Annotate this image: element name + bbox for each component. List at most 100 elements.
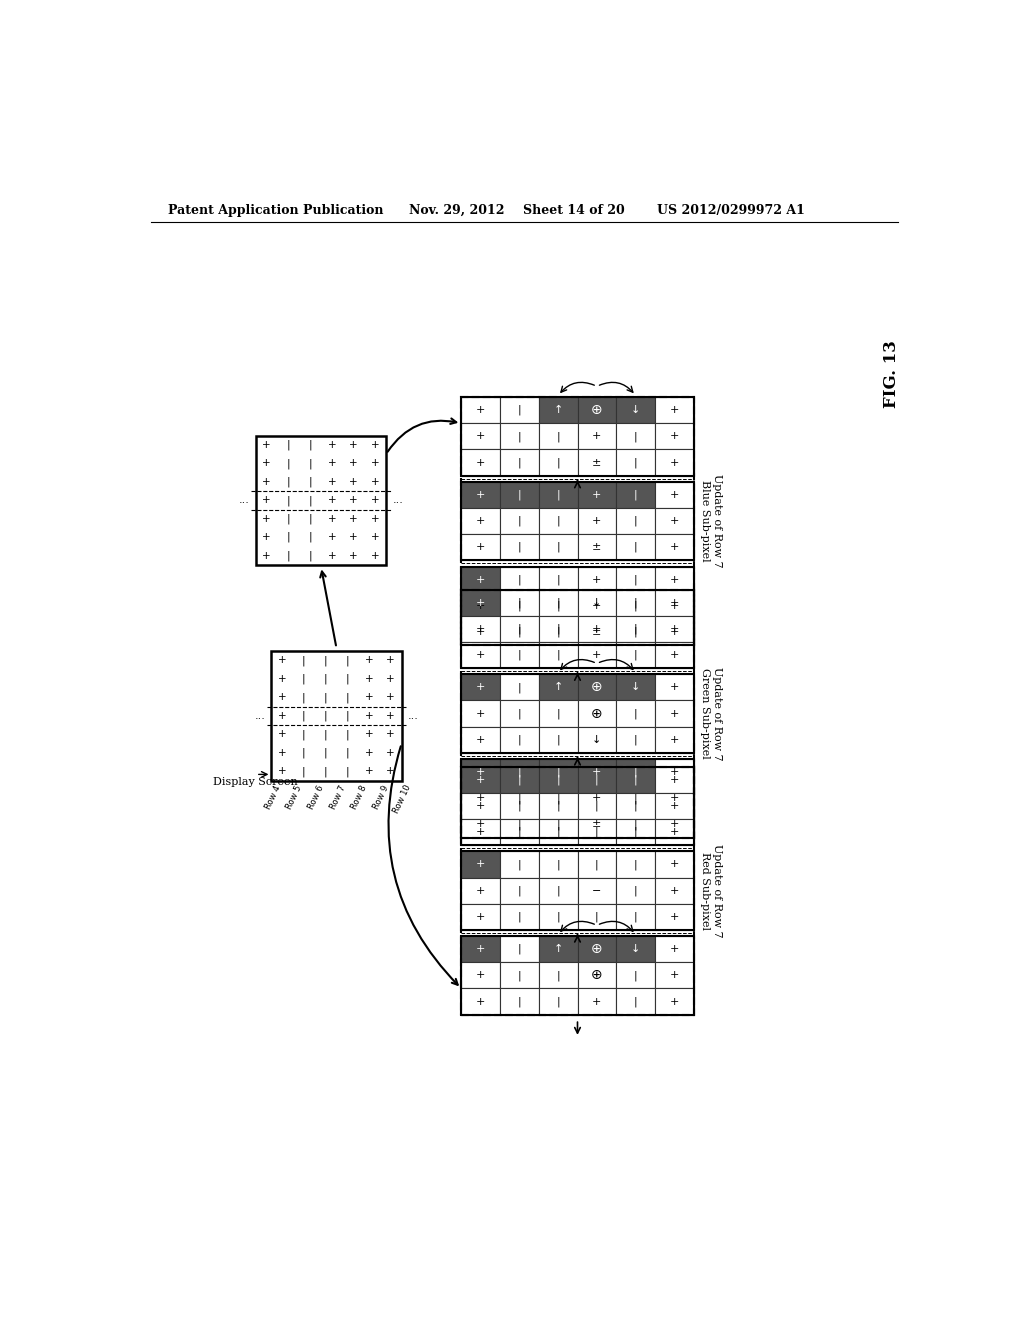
Bar	[539, 727, 578, 752]
Bar	[655, 851, 693, 878]
Bar	[655, 904, 693, 929]
Bar	[461, 727, 500, 752]
Bar	[461, 675, 500, 701]
Bar	[616, 767, 655, 793]
Text: +: +	[670, 801, 679, 810]
Text: ↑: ↑	[553, 405, 563, 416]
Bar	[578, 851, 616, 878]
Text: |: |	[634, 886, 637, 896]
Bar	[578, 767, 616, 793]
Text: |: |	[634, 826, 637, 837]
Text: +: +	[592, 793, 601, 804]
Text: |: |	[556, 734, 560, 744]
Text: +: +	[365, 767, 374, 776]
Text: |: |	[517, 734, 521, 744]
Text: |: |	[634, 793, 637, 804]
Bar	[616, 508, 655, 535]
Text: +: +	[670, 405, 679, 416]
Bar	[655, 962, 693, 989]
Text: +: +	[670, 516, 679, 527]
Bar	[616, 642, 655, 668]
Text: +: +	[670, 775, 679, 785]
Bar	[616, 936, 655, 962]
Text: +: +	[328, 477, 336, 487]
Text: |: |	[556, 970, 560, 981]
Bar	[500, 593, 539, 619]
Text: |: |	[517, 405, 521, 416]
Text: ⊕: ⊕	[591, 942, 603, 956]
Text: +: +	[476, 624, 485, 634]
Text: +: +	[349, 550, 357, 561]
Text: +: +	[371, 550, 380, 561]
Text: ±: ±	[592, 458, 601, 467]
Text: |: |	[308, 477, 312, 487]
Text: +: +	[476, 458, 485, 467]
Text: |: |	[556, 627, 560, 638]
Text: +: +	[328, 458, 336, 469]
Text: |: |	[324, 766, 328, 776]
Bar	[461, 812, 500, 838]
Text: Patent Application Publication: Patent Application Publication	[168, 205, 384, 218]
Text: |: |	[517, 598, 521, 609]
Text: |: |	[287, 513, 290, 524]
Text: +: +	[278, 656, 287, 665]
Text: −: −	[592, 886, 601, 896]
Bar	[500, 590, 539, 615]
Bar	[578, 818, 616, 845]
Text: +: +	[476, 682, 485, 693]
Bar	[616, 793, 655, 818]
Bar	[616, 619, 655, 645]
Text: |: |	[634, 970, 637, 981]
Bar	[616, 397, 655, 424]
Bar	[616, 962, 655, 989]
Text: |: |	[345, 729, 349, 739]
Text: |: |	[324, 692, 328, 702]
Text: +: +	[476, 627, 485, 638]
Bar	[461, 989, 500, 1015]
Text: |: |	[517, 543, 521, 553]
Text: |: |	[345, 766, 349, 776]
Text: ⊕: ⊕	[591, 969, 603, 982]
Text: |: |	[517, 826, 521, 837]
Bar	[461, 759, 500, 785]
Text: +: +	[262, 495, 271, 506]
Bar	[616, 989, 655, 1015]
Text: Row 9: Row 9	[372, 784, 391, 810]
Text: +: +	[592, 432, 601, 441]
Text: Update of Row 7
Red Sub-pixel: Update of Row 7 Red Sub-pixel	[700, 843, 722, 937]
Text: +: +	[278, 767, 287, 776]
Bar	[655, 793, 693, 818]
Text: +: +	[328, 440, 336, 450]
Text: |: |	[556, 601, 560, 611]
Text: |: |	[556, 820, 560, 830]
Bar	[539, 767, 578, 793]
Bar	[461, 590, 693, 838]
Bar	[500, 878, 539, 904]
Text: ⊕: ⊕	[591, 403, 603, 417]
Bar	[500, 767, 539, 793]
Text: ±: ±	[592, 543, 601, 552]
Bar	[500, 851, 539, 878]
Bar	[578, 450, 616, 475]
Text: |: |	[517, 574, 521, 585]
Bar	[578, 593, 616, 619]
Bar	[578, 793, 616, 818]
Bar	[500, 424, 539, 449]
Text: +: +	[365, 748, 374, 758]
Bar	[500, 904, 539, 929]
Text: +: +	[278, 748, 287, 758]
Text: |: |	[634, 601, 637, 611]
Text: |: |	[345, 747, 349, 758]
Bar	[461, 642, 500, 668]
Text: +: +	[349, 458, 357, 469]
Text: +: +	[371, 495, 380, 506]
Text: |: |	[634, 457, 637, 467]
Bar	[500, 701, 539, 726]
Bar	[539, 450, 578, 475]
Text: |: |	[634, 432, 637, 442]
Bar	[461, 424, 500, 449]
Bar	[655, 878, 693, 904]
Bar	[500, 619, 539, 645]
Text: +: +	[262, 477, 271, 487]
Bar	[616, 590, 655, 615]
